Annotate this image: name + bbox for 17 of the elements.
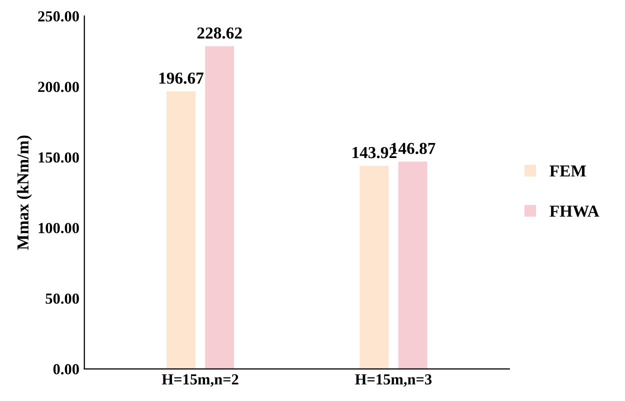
data-label: 196.67	[159, 72, 204, 84]
bar	[398, 162, 428, 369]
data-label: 228.62	[197, 27, 242, 39]
legend-label: FEM	[550, 166, 586, 176]
y-tick-label: 250.00	[38, 11, 79, 22]
y-tick-label: 150.00	[38, 152, 79, 163]
y-axis-title: Mmax (kNm/m)	[16, 136, 32, 250]
x-tick-label: H=15m,n=3	[355, 374, 432, 387]
bar	[360, 166, 389, 369]
bar	[166, 91, 196, 369]
y-tick-label: 200.00	[38, 82, 79, 92]
y-tick-label: 50.00	[46, 293, 79, 304]
legend-label: FHWA	[550, 206, 600, 217]
x-tick-label: H=15m,n=2	[162, 374, 238, 387]
y-tick-label: 100.00	[38, 222, 79, 234]
y-tick-label: 0.00	[53, 364, 79, 374]
bar	[205, 46, 234, 369]
